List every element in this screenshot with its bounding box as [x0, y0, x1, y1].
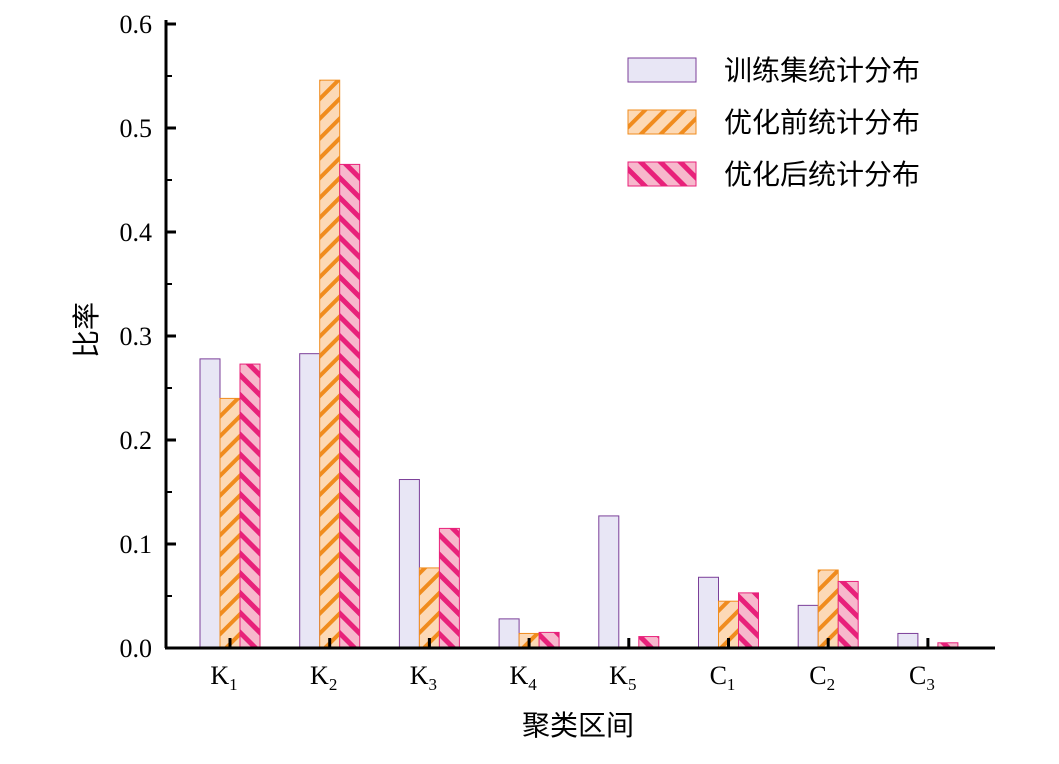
x-tick-label: K2 [310, 661, 337, 694]
y-tick-label: 0.4 [120, 218, 153, 247]
bar-3-k5 [638, 636, 660, 649]
y-tick-label: 0.1 [120, 530, 153, 559]
x-tick-label: K5 [609, 661, 636, 694]
bar-1-k4 [498, 618, 520, 649]
x-axis-label: 聚类区间 [522, 710, 634, 742]
x-tick-label: K4 [509, 661, 537, 694]
bar-1-k1 [199, 358, 221, 649]
bar-1-c1 [698, 576, 719, 649]
legend-swatch-2 [627, 109, 697, 135]
x-tick-label: K3 [410, 661, 437, 694]
y-tick-label: 0.5 [120, 114, 153, 143]
legend-swatch-1 [627, 57, 697, 83]
legend-swatch-3 [627, 161, 697, 187]
bar-3-k1 [239, 363, 261, 649]
x-tick-label: C3 [909, 661, 935, 694]
bar-1-c2 [797, 604, 819, 649]
y-tick-label: 0.0 [120, 634, 153, 663]
bar-3-k3 [438, 527, 460, 649]
bar-3-c1 [738, 592, 759, 649]
x-tick-label: C2 [809, 661, 835, 694]
bar-2-k2 [319, 79, 341, 649]
x-tick-label: C1 [710, 661, 736, 694]
bar-2-k3 [418, 567, 440, 649]
bar-1-k3 [398, 479, 420, 649]
y-axis-label: 比率 [71, 302, 103, 358]
bar-3-k4 [538, 631, 560, 649]
axes-group: K1 K2 K3 K4 K5 C1 C2 C3 0.0 0.1 0.2 0.3 0.4 0.5 0.6 [120, 10, 995, 694]
legend-label-3: 优化后统计分布 [724, 159, 920, 191]
legend-label-2: 优化前统计分布 [724, 107, 920, 139]
bar-3-k2 [339, 163, 361, 649]
y-tick-label: 0.3 [120, 322, 153, 351]
bar-1-c3 [897, 632, 919, 649]
bar-1-k5 [598, 515, 620, 649]
x-tick-label: K1 [210, 661, 237, 694]
bar-3-c2 [837, 580, 859, 649]
bar-2-k1 [219, 397, 241, 649]
bar-1-k2 [299, 353, 321, 649]
legend-label-1: 训练集统计分布 [724, 55, 920, 87]
y-tick-label: 0.2 [120, 426, 153, 455]
bar-2-c2 [817, 569, 839, 649]
bars-group [199, 79, 959, 649]
y-tick-label: 0.6 [120, 10, 153, 39]
